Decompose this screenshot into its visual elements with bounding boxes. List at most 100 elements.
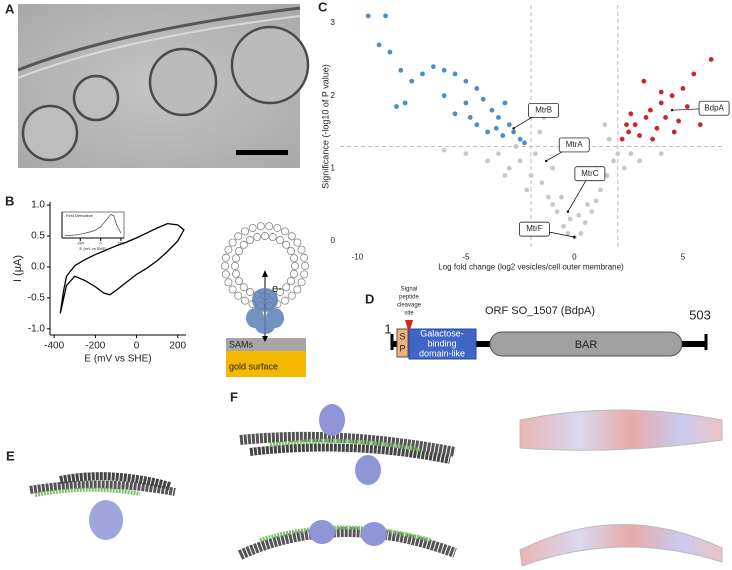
x-tick-label: 0 xyxy=(572,252,577,261)
point xyxy=(697,122,703,128)
annotation: MtrC xyxy=(581,169,599,178)
point xyxy=(671,129,677,135)
point xyxy=(650,136,655,142)
structure-f-top xyxy=(239,404,456,485)
point xyxy=(582,220,588,226)
point xyxy=(680,86,686,91)
x-tick-label: 0 xyxy=(100,241,103,246)
point xyxy=(420,71,425,77)
x-tick-label: -200 xyxy=(85,341,105,352)
point xyxy=(387,49,393,55)
galactose-label: Galactose- xyxy=(420,328,464,338)
lipid-head xyxy=(286,276,295,285)
lipid-head xyxy=(253,233,262,242)
lipid-head xyxy=(300,253,309,262)
curve xyxy=(59,222,185,314)
x-tick-label: -200 xyxy=(76,241,85,246)
lipid-head xyxy=(275,236,284,245)
x-tick-label: 200 xyxy=(169,341,186,352)
lipid-head xyxy=(282,283,291,292)
point xyxy=(539,180,545,186)
lipid-head xyxy=(256,222,265,231)
point xyxy=(643,115,649,120)
lipid-head xyxy=(297,245,306,254)
lipid-head xyxy=(224,278,233,287)
micrograph xyxy=(17,4,310,168)
domain-blob xyxy=(89,500,123,540)
helix xyxy=(237,527,457,560)
point xyxy=(517,136,523,142)
point xyxy=(565,231,571,236)
point xyxy=(511,129,517,135)
scale-bar xyxy=(236,150,288,155)
protein-part xyxy=(255,318,275,334)
lipid-head xyxy=(248,223,257,232)
arrow-head xyxy=(262,270,268,277)
point xyxy=(576,212,582,218)
structure-f-bottom xyxy=(237,520,457,560)
helix xyxy=(34,487,141,497)
lipid-head xyxy=(280,227,289,236)
annotation: MtrB xyxy=(535,105,552,114)
x-tick-label: -10 xyxy=(352,252,364,261)
y-tick-label: -0.5 xyxy=(28,293,46,304)
point xyxy=(493,125,499,131)
y-tick-label: 0.0 xyxy=(31,262,45,273)
point xyxy=(502,100,508,106)
point xyxy=(624,122,629,128)
point xyxy=(637,158,642,164)
lipid-head xyxy=(239,240,248,249)
sp-label: P xyxy=(399,343,405,353)
lipid-head xyxy=(293,285,302,294)
electron-label: e- xyxy=(272,283,282,295)
helix xyxy=(29,480,176,496)
lipid-head xyxy=(273,223,282,232)
point xyxy=(467,115,473,120)
x-tick-label: -5 xyxy=(462,252,470,261)
vesicle xyxy=(21,104,79,162)
lipid-head xyxy=(234,291,243,300)
annotation: MtrF xyxy=(526,224,543,233)
y-tick-label: 0 xyxy=(331,236,336,245)
bar-domain xyxy=(489,331,683,357)
lipid-head xyxy=(235,276,244,285)
point xyxy=(708,57,714,62)
lipid-head xyxy=(289,269,298,278)
point xyxy=(684,104,690,109)
lipid-head xyxy=(220,261,229,270)
point xyxy=(621,165,627,171)
annotation-box xyxy=(698,100,730,116)
curve xyxy=(65,213,122,236)
point xyxy=(394,104,399,109)
lipid-head xyxy=(240,296,249,305)
x-tick-label: 200 xyxy=(118,241,125,246)
point xyxy=(637,133,642,138)
membrane xyxy=(17,15,301,79)
vesicle xyxy=(148,47,218,117)
domain-texts: Signal peptide cleavage site SP Galactose-bin… xyxy=(397,287,465,359)
point xyxy=(463,151,469,157)
panel-label: D xyxy=(365,291,374,306)
lipid-head xyxy=(239,283,248,292)
lipid-head xyxy=(232,269,241,278)
annotation-box xyxy=(519,221,550,237)
point xyxy=(441,67,447,73)
lipid-head xyxy=(280,296,289,305)
cleavage-label: cleavage xyxy=(397,303,422,309)
point xyxy=(578,231,584,236)
lipid-head xyxy=(230,261,239,270)
helix xyxy=(239,431,456,457)
lipid-head xyxy=(289,254,298,263)
point xyxy=(676,118,681,124)
point xyxy=(522,140,527,146)
y-tick-label: 0.5 xyxy=(31,231,45,242)
point xyxy=(550,165,556,171)
point xyxy=(463,100,469,106)
start-residue: 1 xyxy=(384,321,391,336)
signal-peptide xyxy=(396,328,409,358)
point xyxy=(500,133,506,138)
point xyxy=(611,158,616,164)
sp-label: S xyxy=(399,331,405,341)
lipid-head xyxy=(221,253,230,262)
